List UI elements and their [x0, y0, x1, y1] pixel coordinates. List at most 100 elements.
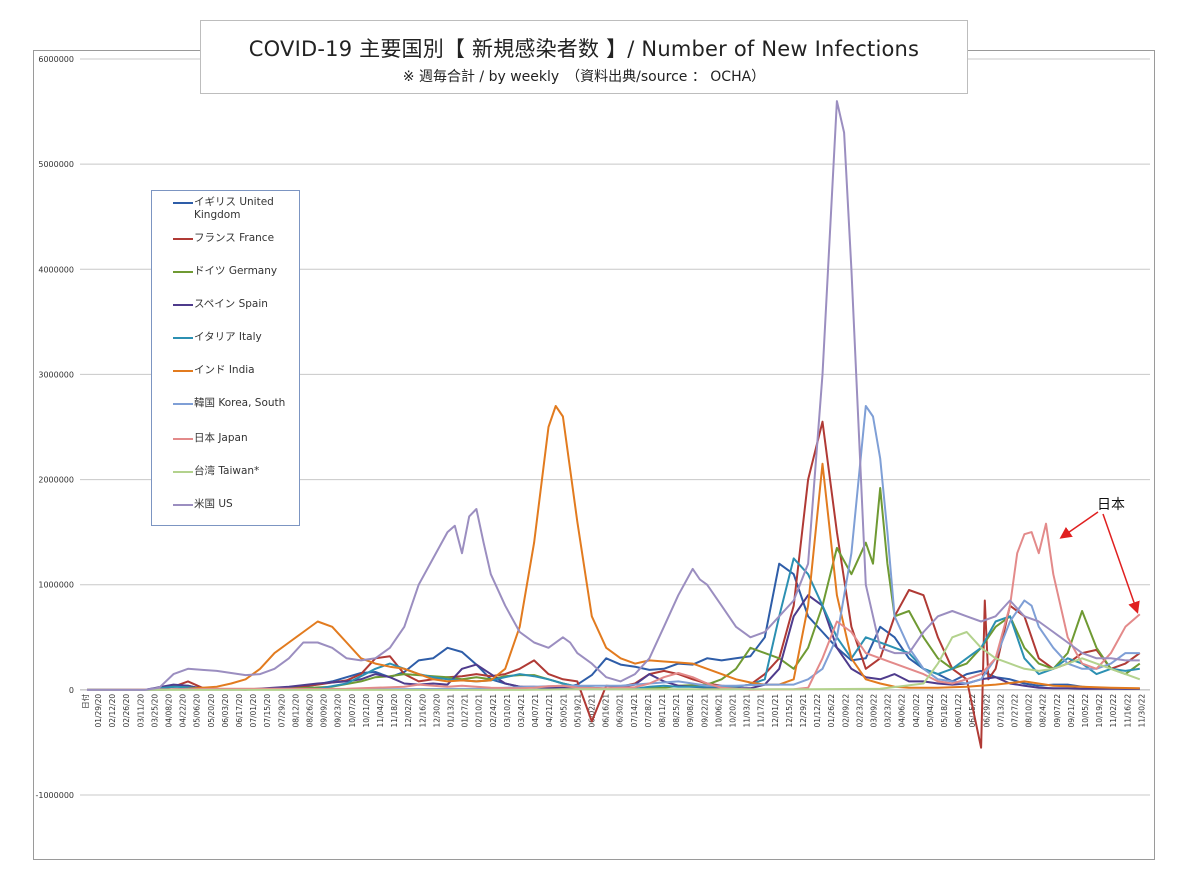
x-tick-label: 05/06/20: [193, 694, 202, 728]
x-tick-label: 03/24/21: [517, 694, 526, 728]
x-tick-label: 01/29/20: [94, 694, 103, 728]
x-tick-label: 10/05/22: [1081, 694, 1090, 728]
x-tick-label: 12/02/20: [404, 694, 413, 728]
x-tick-label: 02/10/21: [475, 694, 484, 728]
x-tick-label: 08/26/20: [306, 694, 315, 728]
x-tick-label: 10/07/20: [348, 694, 357, 728]
x-tick-label: 06/16/21: [602, 694, 611, 728]
x-tick-label: 05/05/21: [559, 694, 568, 728]
legend-label: イタリア Italy: [194, 331, 262, 343]
x-tick-label: 08/12/20: [291, 694, 300, 728]
x-tick-label: 04/08/20: [165, 694, 174, 728]
x-tick-label: 12/16/20: [418, 694, 427, 728]
x-tick-label: 07/01/20: [249, 694, 258, 728]
series-line: [86, 522, 1141, 691]
x-tick-label: 11/30/22: [1137, 694, 1146, 728]
legend-swatch: [173, 370, 193, 372]
y-tick-label: 0: [69, 686, 74, 695]
x-tick-label: 03/25/20: [150, 694, 159, 728]
chart-subtitle: ※ 週毎合計 / by weekly （資料出典/source ： OCHA）: [402, 69, 766, 85]
legend-label: フランス France: [194, 232, 275, 244]
legend-label: イギリス United Kingdom: [194, 196, 274, 221]
legend-label: スペイン Spain: [194, 298, 268, 310]
x-tick-label: 06/03/20: [221, 694, 230, 728]
legend-label: 日本 Japan: [194, 432, 248, 444]
y-tick-label: 1000000: [38, 581, 74, 590]
x-tick-label: 08/11/21: [658, 694, 667, 728]
x-tick-label: 01/26/22: [827, 694, 836, 728]
legend-swatch: [173, 271, 193, 273]
x-tick-label: 04/06/22: [898, 694, 907, 728]
series-line: [87, 631, 1141, 691]
x-tick-label: 10/19/22: [1095, 694, 1104, 728]
x-tick-label: 03/11/20: [136, 694, 145, 728]
x-tick-label: 07/29/20: [277, 694, 286, 728]
x-tick-label: 11/03/21: [743, 694, 752, 728]
x-tick-label: 01/12/22: [813, 694, 822, 728]
legend-swatch: [173, 304, 193, 306]
x-tick-label: 08/24/22: [1039, 694, 1048, 728]
x-tick-label: 05/20/20: [207, 694, 216, 728]
x-tick-label: 09/08/21: [686, 694, 695, 728]
x-tick-label: 01/27/21: [461, 694, 470, 728]
x-tick-label: 05/18/22: [940, 694, 949, 728]
x-tick-label: 04/22/20: [179, 694, 188, 728]
x-tick-label: 11/04/20: [376, 694, 385, 728]
x-tick-label: 10/20/21: [729, 694, 738, 728]
x-tick-label: 07/28/21: [644, 694, 653, 728]
x-tick-label: 09/22/21: [700, 694, 709, 728]
legend-label: 米国 US: [194, 498, 233, 510]
y-tick-label: 6000000: [38, 55, 74, 64]
series-lines: [86, 100, 1141, 749]
x-tick-label: 01/13/21: [447, 694, 456, 728]
x-tick-label: 日付: [80, 693, 90, 708]
y-tick-label: 2000000: [38, 476, 74, 485]
x-tick-label: 07/13/22: [996, 694, 1005, 728]
x-tick-label: 02/12/20: [108, 694, 117, 728]
x-tick-label: 09/23/20: [334, 694, 343, 728]
chart-title-box: COVID-19 主要国別【 新規感染者数 】/ Number of New I…: [200, 20, 968, 94]
x-tick-label: 03/09/22: [870, 694, 879, 728]
chart-title: COVID-19 主要国別【 新規感染者数 】/ Number of New I…: [248, 37, 920, 61]
series-line: [87, 100, 1140, 691]
legend-swatch: [173, 471, 193, 473]
annotation-arrows: [1059, 511, 1140, 614]
y-tick-label: 3000000: [38, 370, 74, 379]
y-tick-label: 4000000: [38, 265, 74, 274]
legend-label: 韓国 Korea, South: [194, 397, 286, 409]
x-tick-label: 09/21/22: [1067, 694, 1076, 728]
x-tick-label: 06/01/22: [954, 694, 963, 728]
x-tick-label: 10/21/20: [362, 694, 371, 728]
x-tick-label: 02/23/22: [855, 694, 864, 728]
legend-label: ドイツ Germany: [194, 265, 278, 277]
x-tick-label: 09/07/22: [1053, 694, 1062, 728]
series-line: [87, 557, 1140, 691]
x-tick-label: 08/25/21: [672, 694, 681, 728]
x-tick-label: 02/09/22: [841, 694, 850, 728]
x-tick-label: 04/20/22: [912, 694, 921, 728]
x-tick-label: 05/19/21: [573, 694, 582, 728]
x-tick-label: 02/24/21: [489, 694, 498, 728]
x-tick-label: 03/10/21: [503, 694, 512, 728]
x-tick-label: 12/15/21: [785, 694, 794, 728]
x-tick-label: 06/30/21: [616, 694, 625, 728]
x-tick-label: 08/10/22: [1025, 694, 1034, 728]
annotation-arrow: [1059, 511, 1099, 539]
x-tick-label: 07/27/22: [1011, 694, 1020, 728]
y-axis-ticks: -1000000 0 1000000 2000000 3000000 4000000 500…: [35, 55, 74, 800]
x-tick-label: 07/15/20: [263, 694, 272, 728]
x-tick-label: 05/04/22: [926, 694, 935, 728]
legend-swatch: [173, 403, 193, 405]
x-axis-ticks: 日付 01/29/20 02/12/20 02/26/20 03/11/20 03/25/…: [80, 693, 1146, 727]
x-tick-label: 11/17/21: [757, 694, 766, 728]
legend-swatch: [173, 238, 193, 240]
legend-label: インド India: [194, 364, 255, 376]
series-line: [87, 405, 1140, 691]
x-tick-label: 04/21/21: [545, 694, 554, 728]
x-tick-label: 11/18/20: [390, 694, 399, 728]
x-tick-label: 12/01/21: [771, 694, 780, 728]
x-tick-label: 12/30/20: [432, 694, 441, 728]
x-tick-label: 12/29/21: [799, 694, 808, 728]
legend-swatch: [173, 202, 193, 204]
